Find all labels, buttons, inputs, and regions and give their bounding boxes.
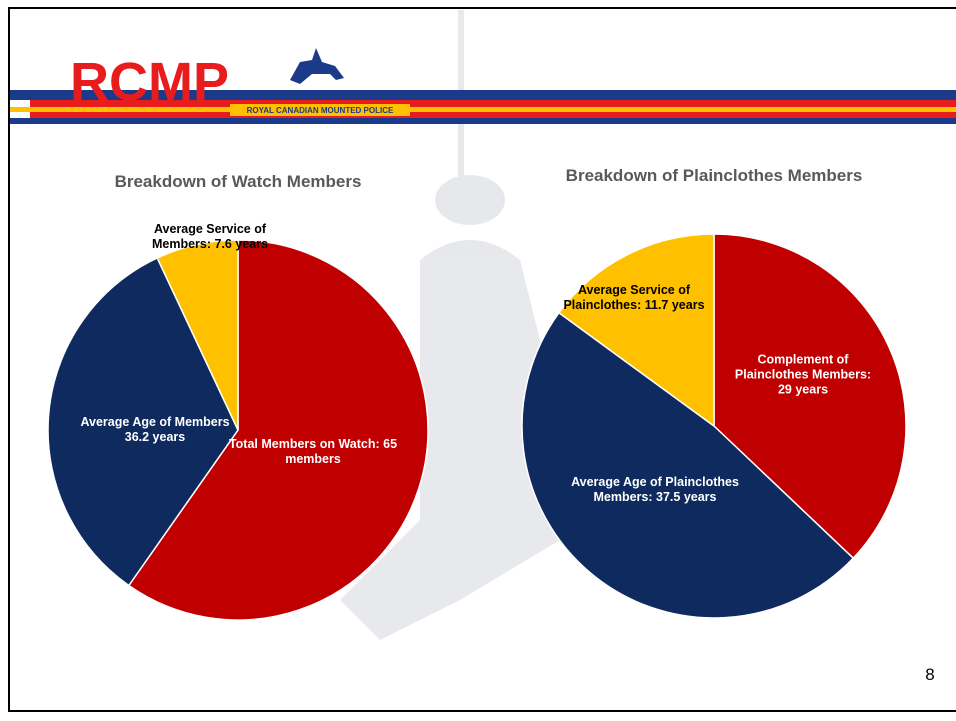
data-label: Average Service of Plainclothes: 11.7 ye… xyxy=(549,283,719,313)
data-label: Average Age of Plainclothes Members: 37.… xyxy=(555,475,755,505)
label-category: Complement of Plainclothes Members: xyxy=(734,352,872,382)
subtitle-box xyxy=(230,104,410,116)
horse-icon xyxy=(290,48,344,84)
label-value: 29 years xyxy=(777,382,829,397)
pie-slice xyxy=(521,311,855,619)
label-category: Total Members on Watch: xyxy=(228,437,380,451)
slide-frame xyxy=(8,7,956,712)
data-label: Complement of Plainclothes Members: 29 y… xyxy=(728,353,878,398)
logo-subtitle: ROYAL CANADIAN MOUNTED POLICE xyxy=(247,106,394,115)
pie-slice xyxy=(47,257,239,587)
label-value: 7.6 years xyxy=(214,237,269,251)
label-value: 11.7 years xyxy=(644,298,705,312)
label-category: Average Service of Members: xyxy=(151,222,267,251)
data-label: Total Members on Watch: 65 members xyxy=(228,437,398,467)
chart-title: Breakdown of Plainclothes Members xyxy=(565,166,863,185)
logo: RCMP xyxy=(70,52,229,112)
data-label: Average Age of Members 36.2 years xyxy=(70,415,240,445)
stripe xyxy=(10,90,956,100)
page-number: 8 xyxy=(925,665,934,684)
pie-slice xyxy=(557,233,715,428)
label-category: Average Age of Members xyxy=(80,415,230,429)
stripe xyxy=(30,100,956,107)
chart-title: Breakdown of Watch Members xyxy=(114,172,362,191)
stripe xyxy=(10,107,956,112)
stripe xyxy=(30,112,956,118)
label-value: 37.5 years xyxy=(656,490,717,504)
label-category: Average Age of Plainclothes Members: xyxy=(571,475,739,504)
label-category: Average Service of Plainclothes: xyxy=(563,283,691,312)
label-value: 36.2 years xyxy=(124,430,186,444)
pie-slice xyxy=(713,233,907,560)
data-label: Average Service of Members: 7.6 years xyxy=(140,222,280,252)
label-value: 65 members xyxy=(285,437,398,466)
pie-slice xyxy=(156,239,239,431)
stripe xyxy=(10,118,956,124)
pie-slice xyxy=(127,239,429,621)
